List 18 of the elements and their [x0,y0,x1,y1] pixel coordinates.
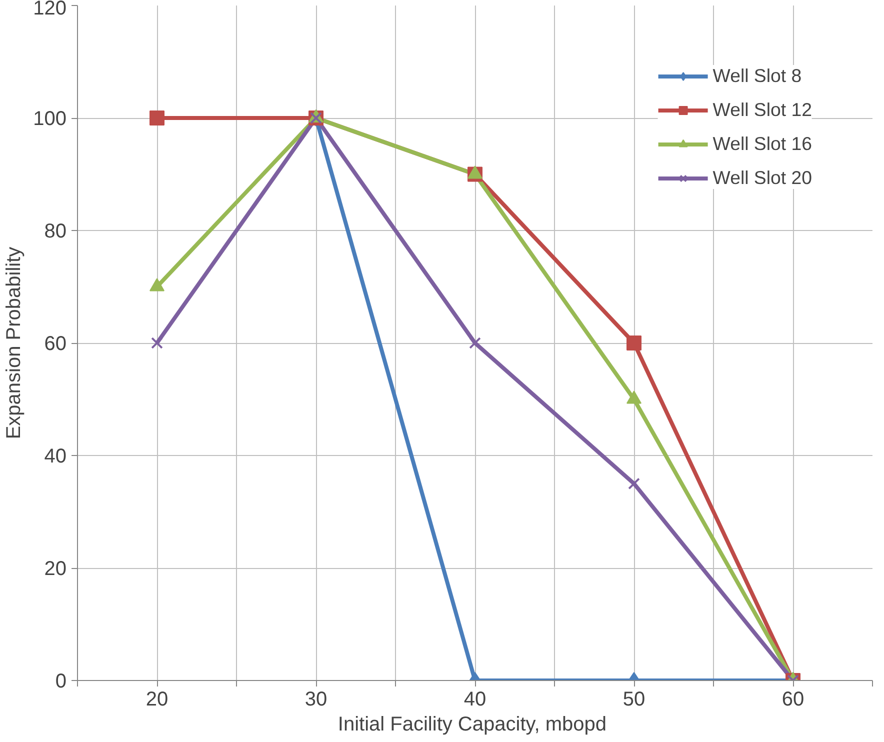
x-tick-label: 40 [464,688,486,710]
y-tick-label: 100 [33,108,67,130]
x-tick-label: 50 [622,688,646,710]
legend-label: Well Slot 8 [712,65,802,87]
x-tick-label: 30 [304,688,328,710]
x-tick-label: 60 [782,688,804,710]
x-tick-label: 20 [146,688,168,710]
y-tick-label: 120 [33,0,67,20]
legend-label: Well Slot 12 [712,99,812,121]
y-tick-label: 20 [44,558,67,580]
y-tick-label: 40 [44,446,67,468]
y-axis-title: Expansion Probability [3,246,26,440]
y-tick-label: 60 [44,333,67,355]
legend-label: Well Slot 20 [712,167,812,189]
legend-label: Well Slot 16 [712,133,812,155]
y-tick-label: 80 [44,220,67,242]
x-axis-title: Initial Facility Capacity, mbopd [338,714,607,736]
y-tick-label: 0 [55,670,66,692]
